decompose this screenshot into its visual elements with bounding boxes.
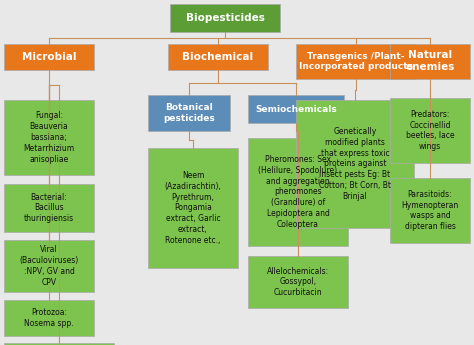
FancyBboxPatch shape	[248, 138, 348, 246]
FancyBboxPatch shape	[248, 95, 344, 123]
Text: Fungal:
Beauveria
bassiana;
Metarrhizium
anisopliae: Fungal: Beauveria bassiana; Metarrhizium…	[23, 111, 74, 164]
Text: Biopesticides: Biopesticides	[185, 13, 264, 23]
FancyBboxPatch shape	[4, 300, 94, 336]
Text: Genetically
modified plants
that express toxic
proteins against
insect pests Eg:: Genetically modified plants that express…	[319, 127, 391, 201]
Text: Biochemical: Biochemical	[182, 52, 254, 62]
FancyBboxPatch shape	[148, 95, 230, 131]
FancyBboxPatch shape	[168, 44, 268, 70]
FancyBboxPatch shape	[4, 184, 94, 232]
Text: Pheromones: Sex
(Helilure, Spodolure)
and aggregation
pheromones
(Grandlure) of
: Pheromones: Sex (Helilure, Spodolure) an…	[258, 155, 337, 229]
FancyBboxPatch shape	[148, 148, 238, 268]
FancyBboxPatch shape	[390, 44, 470, 79]
Text: Allelochemicals:
Gossypol,
Cucurbitacin: Allelochemicals: Gossypol, Cucurbitacin	[267, 267, 329, 297]
FancyBboxPatch shape	[4, 343, 114, 345]
Text: Parasitoids:
Hymenopteran
wasps and
dipteran flies: Parasitoids: Hymenopteran wasps and dipt…	[401, 190, 459, 231]
Text: Semiochemicals: Semiochemicals	[255, 105, 337, 114]
Text: Protozoa:
Nosema spp.: Protozoa: Nosema spp.	[24, 308, 74, 328]
FancyBboxPatch shape	[4, 100, 94, 175]
FancyBboxPatch shape	[4, 240, 94, 292]
FancyBboxPatch shape	[4, 44, 94, 70]
FancyBboxPatch shape	[296, 100, 414, 228]
FancyBboxPatch shape	[390, 178, 470, 243]
Text: Neem
(Azadirachtin),
Pyrethrum,
Pongamia
extract, Garlic
extract,
Rotenone etc.,: Neem (Azadirachtin), Pyrethrum, Pongamia…	[164, 171, 221, 245]
Text: Predators:
Coccinellid
beetles, lace
wings: Predators: Coccinellid beetles, lace win…	[406, 110, 454, 151]
FancyBboxPatch shape	[248, 256, 348, 308]
FancyBboxPatch shape	[296, 44, 416, 79]
Text: Viral
(Baculoviruses)
:NPV, GV and
CPV: Viral (Baculoviruses) :NPV, GV and CPV	[19, 245, 79, 287]
Text: Botanical
pesticides: Botanical pesticides	[163, 103, 215, 123]
Text: Microbial: Microbial	[22, 52, 76, 62]
FancyBboxPatch shape	[170, 4, 280, 32]
Text: Transgenics /Plant-
Incorporated products: Transgenics /Plant- Incorporated product…	[299, 52, 413, 71]
FancyBboxPatch shape	[390, 98, 470, 163]
Text: Bacterial:
Bacillus
thuringiensis: Bacterial: Bacillus thuringiensis	[24, 193, 74, 223]
Text: Natural
enemies: Natural enemies	[405, 50, 455, 72]
